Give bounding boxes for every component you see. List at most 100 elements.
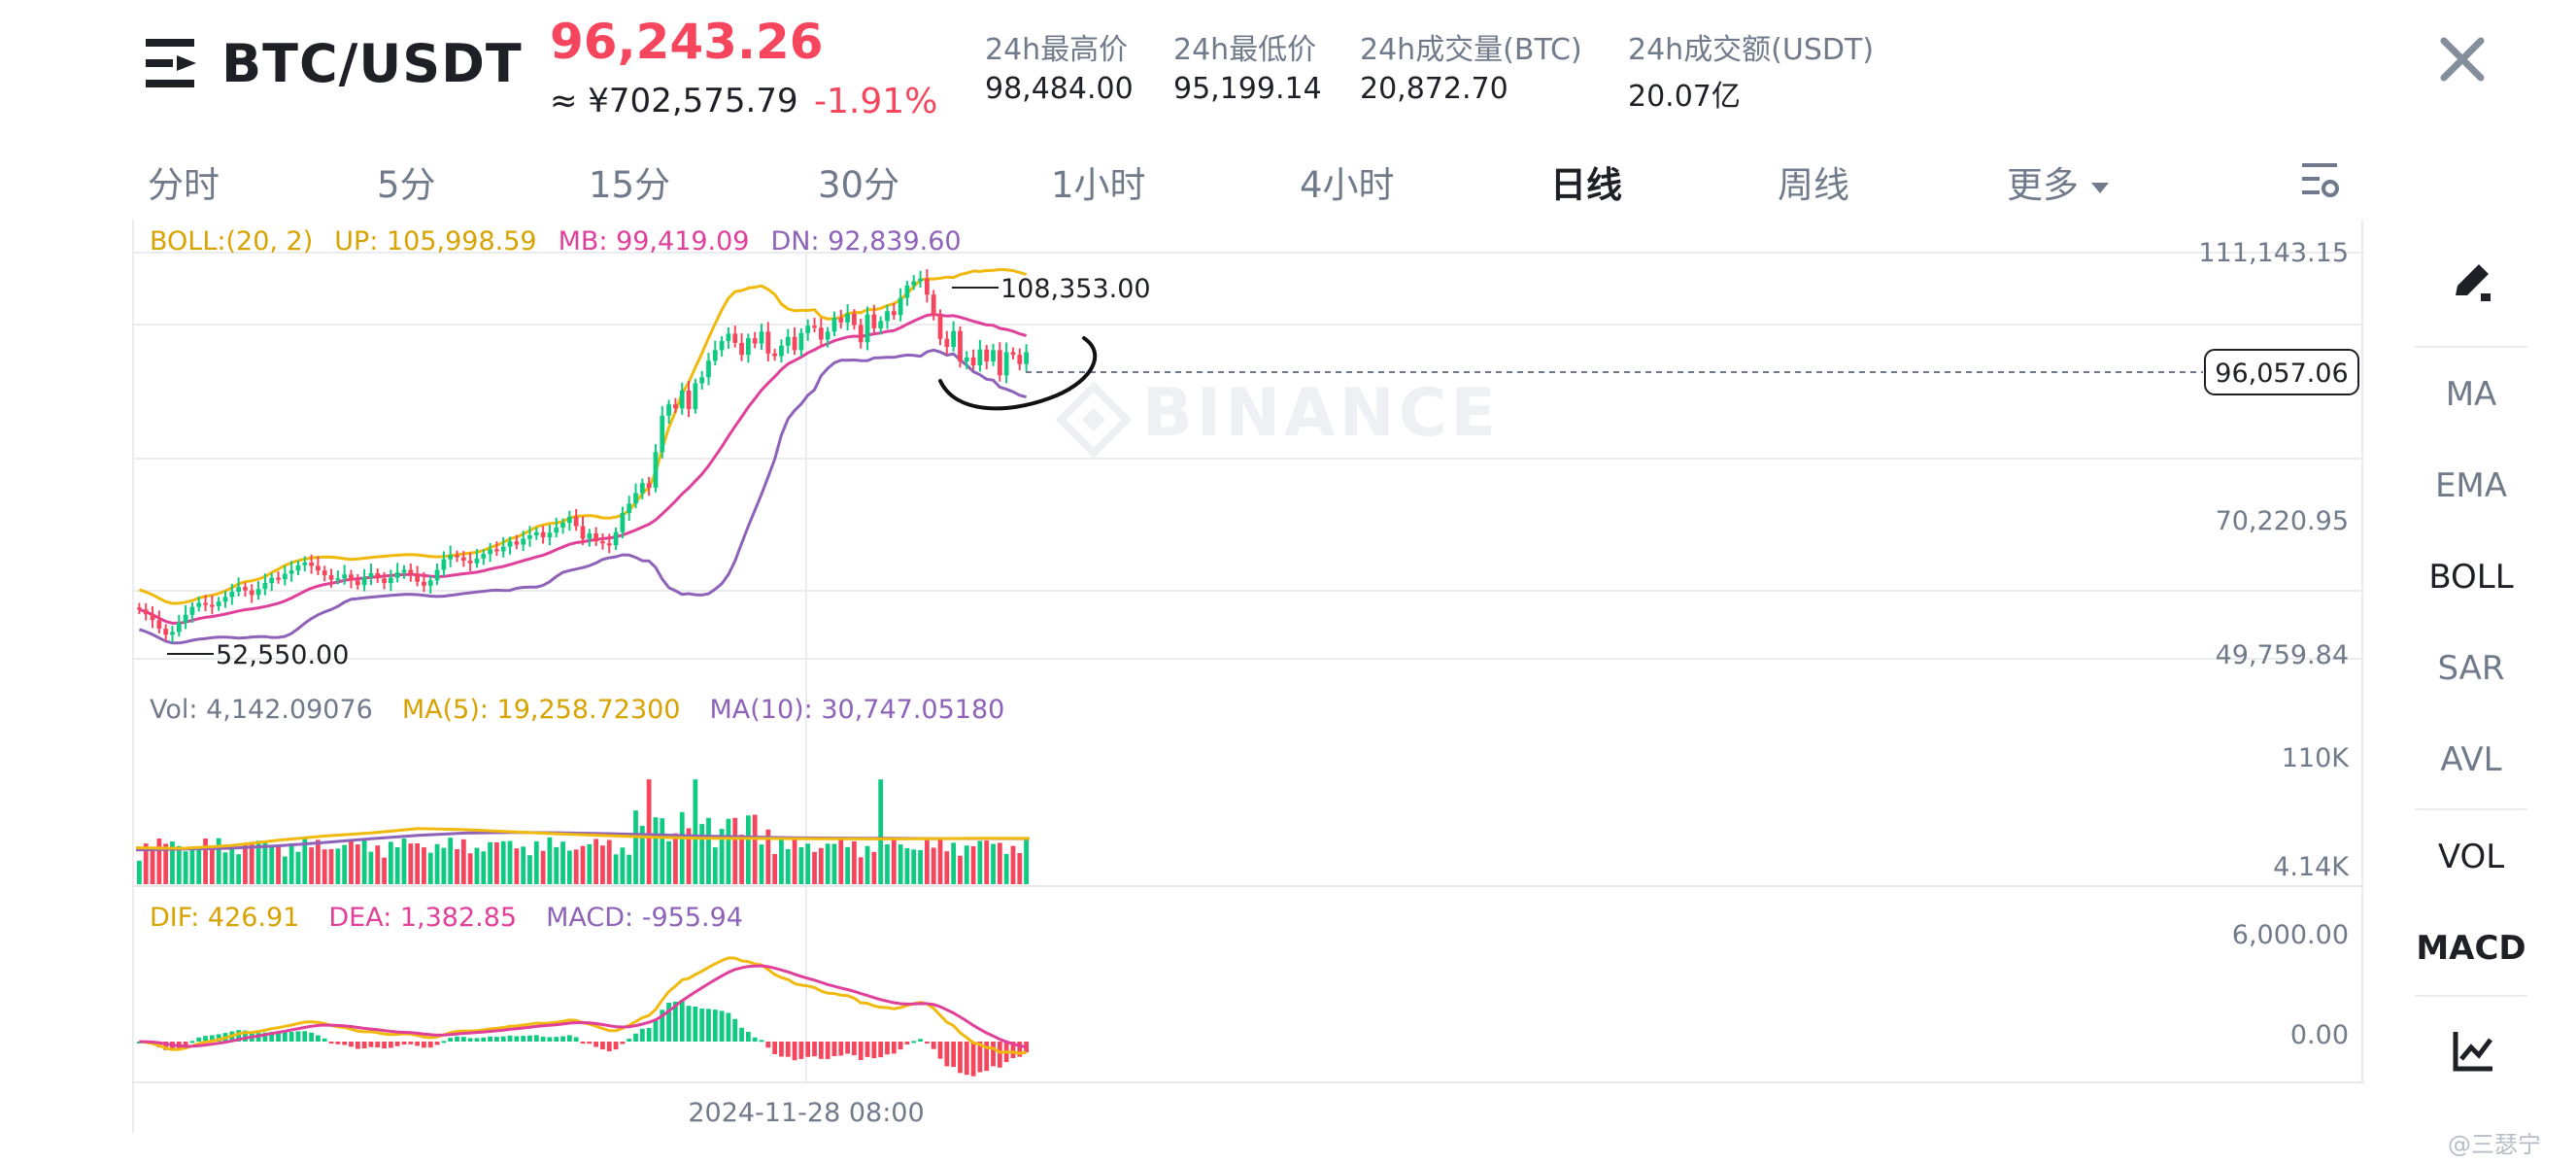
tab-more[interactable]: 更多 (2007, 155, 2112, 208)
macd-bar (904, 1042, 910, 1044)
candle (951, 330, 957, 347)
macd-bar (779, 1042, 784, 1057)
chart-settings-icon[interactable] (2298, 159, 2341, 202)
kline-chart[interactable]: BINANCE BOLL:(20, 2) UP: 105,998.59 MB: 99… (132, 220, 2364, 1133)
candle (163, 629, 169, 635)
stat-low-label: 24h最低价 (1173, 33, 1317, 67)
macd-bar (196, 1037, 202, 1042)
close-icon[interactable] (2436, 33, 2489, 86)
menu-icon[interactable] (144, 37, 198, 89)
candle (189, 606, 195, 615)
volume-bar (891, 839, 897, 884)
volume-bar (653, 817, 659, 884)
macd-bar (864, 1042, 870, 1057)
candle (984, 349, 990, 361)
macd-bar (434, 1042, 440, 1045)
macd-bar (772, 1042, 778, 1054)
stat-high-value: 98,484.00 (985, 72, 1134, 106)
macd-bar (163, 1042, 169, 1050)
tab-daily[interactable]: 日线 (1550, 164, 1622, 206)
indicator-chart-icon[interactable] (2450, 1028, 2496, 1075)
candle (494, 549, 499, 552)
macd-bar (666, 1002, 671, 1042)
candle (970, 357, 976, 366)
candle (686, 390, 692, 410)
volume-bar (382, 857, 387, 884)
macd-bar (825, 1042, 830, 1059)
volume-bar (852, 840, 857, 884)
candle (255, 589, 261, 596)
candle (209, 604, 215, 607)
tab-4h[interactable]: 4小时 (1300, 164, 1395, 206)
stat-turnover-label: 24h成交额(USDT) (1628, 33, 1875, 67)
volume-bar (699, 824, 705, 884)
boll-up-line (138, 267, 1028, 605)
tool-boll[interactable]: BOLL (2428, 558, 2514, 597)
volume-bar (316, 839, 321, 884)
candle (507, 541, 513, 547)
macd-bar (460, 1037, 466, 1042)
volume-bar (481, 851, 487, 884)
candle (653, 452, 659, 489)
volume-bar (878, 779, 884, 884)
tool-vol[interactable]: VOL (2437, 838, 2505, 876)
tool-macd[interactable]: MACD (2416, 929, 2526, 968)
tab-time[interactable]: 分时 (148, 164, 220, 206)
draw-pen-icon[interactable] (2450, 258, 2496, 305)
candle (236, 587, 242, 592)
tool-avl[interactable]: AVL (2440, 740, 2502, 779)
volume-bar (673, 833, 678, 884)
macd-bar (295, 1031, 301, 1042)
macd-bar (918, 1039, 923, 1042)
tab-weekly[interactable]: 周线 (1778, 164, 1849, 206)
candle (500, 546, 506, 552)
candle (673, 404, 678, 409)
macd-bar (566, 1035, 572, 1042)
volume-bar (176, 845, 182, 884)
tab-30m[interactable]: 30分 (818, 164, 900, 206)
volume-bar (997, 842, 1002, 884)
volume-bars (135, 779, 1031, 884)
candle (137, 607, 142, 610)
macd-bar (500, 1036, 506, 1042)
macd-bar (276, 1032, 281, 1042)
candle (216, 601, 221, 606)
candles (137, 268, 1029, 643)
macd-bar (560, 1036, 565, 1042)
last-price: 96,243.26 (550, 14, 824, 70)
tab-15m[interactable]: 15分 (589, 164, 671, 206)
macd-bar (739, 1027, 744, 1042)
pair-title[interactable]: BTC/USDT (221, 33, 523, 94)
candle (991, 350, 996, 361)
macd-bar (262, 1032, 268, 1042)
volume-bar (898, 844, 903, 884)
candle (864, 314, 870, 343)
volume-bar (335, 848, 341, 884)
volume-bar (1010, 845, 1016, 884)
volume-bar (831, 843, 837, 884)
tool-sar[interactable]: SAR (2437, 649, 2505, 688)
volume-bar (494, 841, 499, 884)
tool-ema[interactable]: EMA (2434, 466, 2508, 505)
volume-bar (216, 838, 221, 884)
tool-ma[interactable]: MA (2445, 375, 2497, 414)
tab-1h[interactable]: 1小时 (1051, 164, 1146, 206)
macd-bar (474, 1038, 480, 1042)
macd-dea-line (139, 964, 1027, 1049)
volume-bar (646, 779, 652, 884)
candle (726, 333, 731, 341)
macd-bar (785, 1042, 791, 1057)
binance-watermark: BINANCE (1142, 375, 1500, 452)
tab-5m[interactable]: 5分 (377, 164, 436, 206)
macd-bar (422, 1042, 426, 1048)
volume-bar (474, 847, 480, 884)
volume-bar (580, 845, 586, 884)
price-tick-top: 111,143.15 (2198, 238, 2349, 268)
macd-bar (448, 1038, 454, 1042)
volume-bar (521, 846, 526, 884)
macd-bar (673, 1001, 678, 1042)
volume-bar (255, 840, 261, 884)
boll-legend-label: BOLL:(20, 2) (150, 226, 313, 257)
volume-bar (295, 851, 301, 884)
candle (441, 559, 447, 570)
